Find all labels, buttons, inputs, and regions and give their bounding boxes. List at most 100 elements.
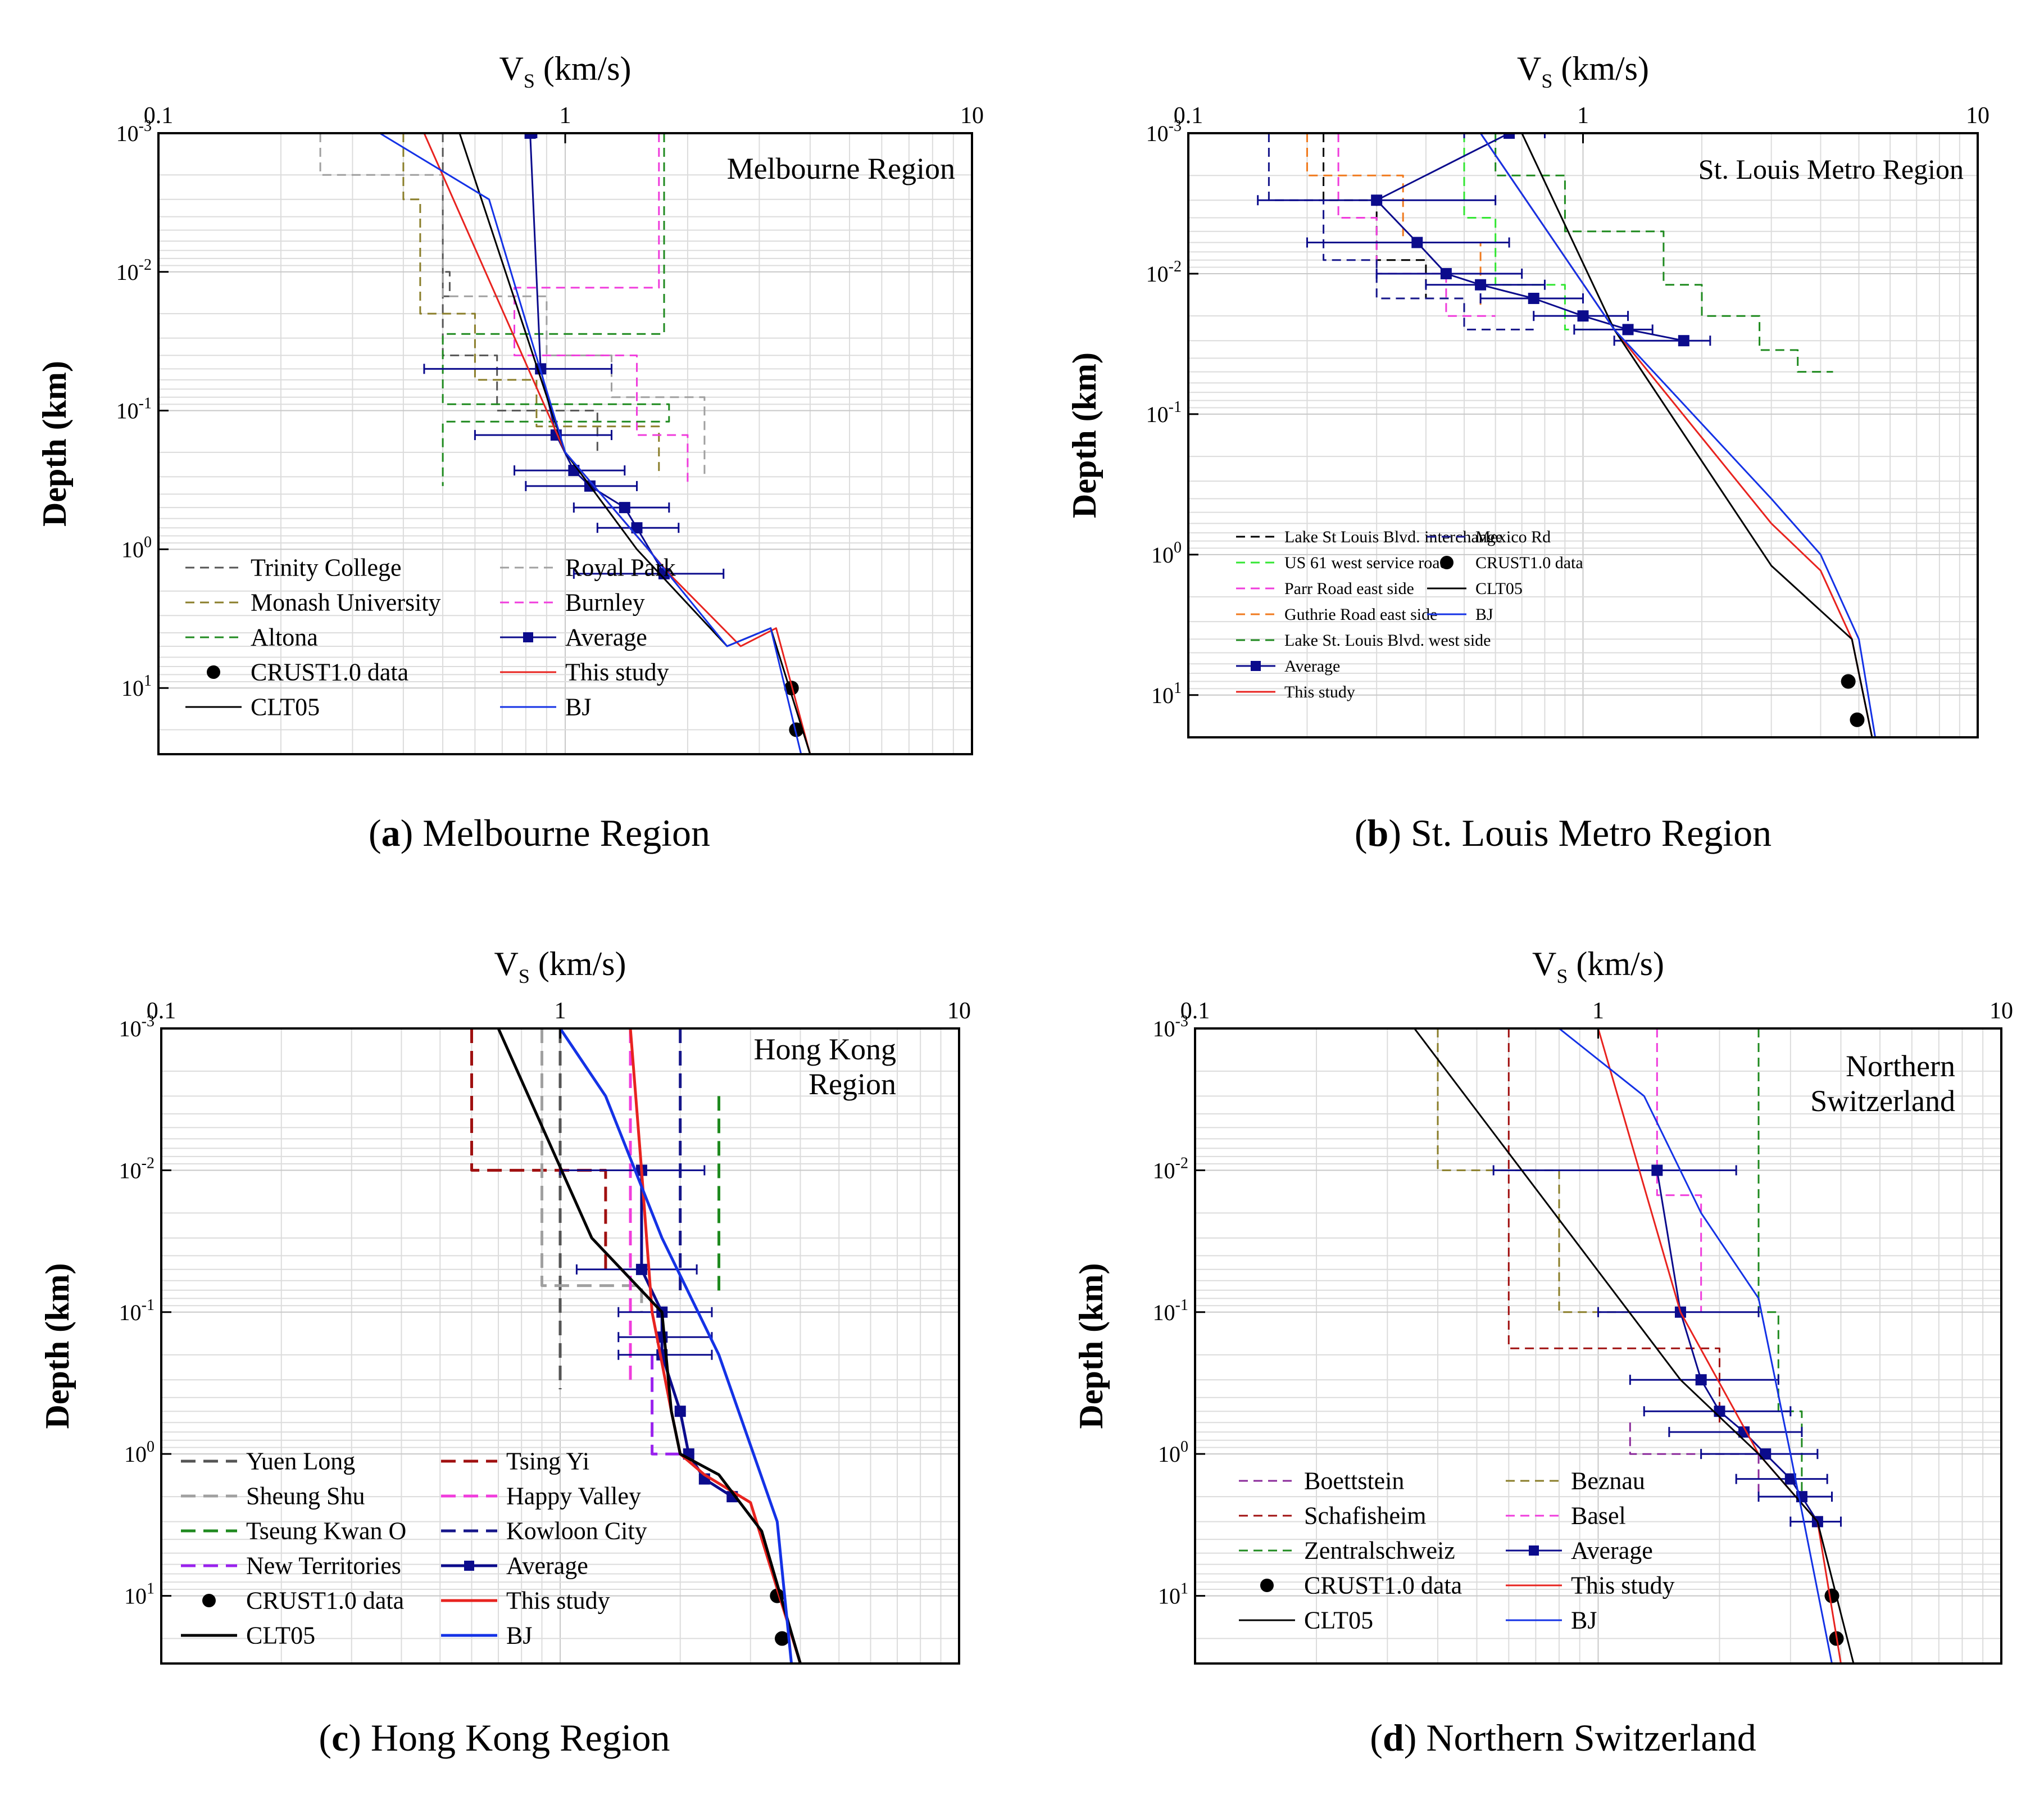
series-line-schafisheim [1507, 1028, 1720, 1423]
panel-c: 0.1 1 10 VS (km/s) 10-3 10-2 10-1 100 101 Depth (… [39, 945, 971, 1759]
average-point [631, 522, 643, 534]
legend-label: Trinity College [251, 554, 402, 582]
region-annotation: Switzerland [1810, 1084, 1955, 1118]
legend-label: This study [506, 1587, 610, 1615]
x-tick-label: 10 [947, 998, 971, 1024]
y-tick-label: 10-3 [119, 1013, 155, 1041]
y-tick-label: 10-3 [116, 117, 152, 146]
legend-label: Monash University [251, 589, 441, 617]
series-line-altona [442, 133, 670, 486]
y-axis-title: Depth (km) [39, 1263, 76, 1429]
grid-a [158, 133, 972, 755]
y-tick-label: 100 [121, 533, 152, 562]
panel-a: 0.1 1 10 VS (km/s) 10-3 10-2 10-1 100 101 Depth (… [36, 50, 984, 854]
x-axis-title: VS (km/s) [1532, 945, 1664, 987]
y-axis-title: Depth (km) [1066, 352, 1103, 518]
panel-caption: (d) Northern Switzerland [1370, 1716, 1756, 1759]
average-point [1678, 335, 1689, 347]
average-point [1440, 268, 1452, 279]
series-group-d [1414, 1028, 1855, 1663]
average-point [1651, 1164, 1663, 1176]
y-tick-label: 10-1 [1153, 1297, 1188, 1325]
crust-point [774, 1631, 789, 1646]
legend-label: This study [565, 659, 669, 686]
series-line-bj [1479, 133, 1877, 737]
x-tick-label: 0.1 [147, 998, 176, 1024]
average-point [1714, 1406, 1725, 1417]
legend-marker [523, 632, 533, 642]
average-point [1411, 237, 1423, 248]
legend-d: Boettstein Schafisheim Zentralschweiz CRUST… [1239, 1467, 1675, 1634]
series-line-bj [1559, 1028, 1833, 1663]
y-tick-label: 10-3 [1146, 117, 1182, 146]
series-line-mexico-rd [1268, 133, 1534, 330]
y-axis-title: Depth (km) [1073, 1263, 1110, 1429]
average-point [619, 502, 630, 514]
series-line-burnley [514, 133, 689, 486]
legend-label: Average [565, 624, 647, 651]
panel-caption: (b) St. Louis Metro Region [1355, 812, 1772, 854]
region-annotation: Hong Kong [754, 1032, 897, 1066]
y-tick-label: 10-2 [119, 1154, 155, 1183]
region-annotation: Region [808, 1067, 896, 1101]
legend-label: Basel [1571, 1502, 1626, 1530]
legend-label: Average [1284, 657, 1340, 676]
legend-label: BJ [506, 1622, 532, 1649]
y-tick-label: 100 [1151, 539, 1182, 568]
series-line-bj [379, 133, 802, 754]
y-tick-label: 10-2 [116, 256, 152, 285]
legend-label: Zentralschweiz [1304, 1537, 1455, 1565]
crust-point [789, 722, 804, 737]
x-tick-label: 1 [1592, 998, 1604, 1024]
legend-label: Royal Park [565, 554, 676, 582]
legend-label: Yuen Long [246, 1448, 355, 1475]
legend-label: CLT05 [251, 693, 320, 721]
average-point [1738, 1426, 1750, 1438]
y-tick-label: 101 [121, 672, 152, 701]
legend-label: CLT05 [1475, 579, 1523, 598]
x-tick-label: 1 [1577, 103, 1589, 129]
x-tick-label: 1 [555, 998, 566, 1024]
legend-b: Lake St Louis Blvd. interchange US 61 wes… [1236, 528, 1583, 701]
average-point [1784, 1473, 1796, 1485]
series-line-royal-park [319, 133, 706, 477]
x-tick-label: 10 [1990, 998, 2013, 1024]
average-point [674, 1406, 686, 1417]
legend-swatch [1440, 556, 1453, 569]
y-tick-label: 101 [1151, 679, 1182, 708]
legend-marker [464, 1561, 474, 1571]
y-tick-label: 10-1 [119, 1297, 155, 1325]
series-line-clt05 [497, 1028, 802, 1663]
average-point [1622, 324, 1634, 336]
x-tick-label: 1 [560, 103, 571, 129]
legend-label: Sheung Shu [246, 1483, 365, 1510]
legend-label: This study [1284, 683, 1355, 701]
legend-label: CRUST1.0 data [251, 659, 408, 686]
legend-label: Mexico Rd [1475, 528, 1551, 546]
x-tick-label: 0.1 [1174, 103, 1203, 129]
legend-label: Happy Valley [506, 1483, 641, 1510]
legend-label: New Territories [246, 1552, 401, 1580]
x-axis-title: VS (km/s) [1517, 50, 1649, 92]
legend-label: Lake St Louis Blvd. interchange [1284, 528, 1503, 546]
average-point [1504, 133, 1515, 139]
crust-point [1841, 674, 1856, 689]
legend-swatch [207, 665, 220, 679]
series-line-clt05 [458, 133, 811, 754]
series-group-b [1257, 133, 1877, 737]
x-tick-label: 0.1 [144, 103, 174, 129]
average-point [1371, 194, 1383, 206]
panel-caption: (a) Melbourne Region [369, 812, 710, 854]
series-line-basel [1656, 1028, 1702, 1312]
panel-b: 0.1 1 10 VS (km/s) 10-3 10-2 10-1 100 101 Depth (… [1066, 50, 1990, 854]
legend-label: Burnley [565, 589, 645, 617]
y-tick-label: 10-1 [1146, 398, 1182, 427]
x-tick-label: 10 [1966, 103, 1990, 129]
x-axis-title: VS (km/s) [499, 50, 631, 92]
series-line-this-study [1479, 133, 1873, 737]
series-group-a [319, 133, 811, 754]
legend-label: Parr Road east side [1284, 579, 1414, 598]
y-tick-label: 10-3 [1153, 1013, 1188, 1041]
series-line-clt05 [1414, 1028, 1855, 1663]
